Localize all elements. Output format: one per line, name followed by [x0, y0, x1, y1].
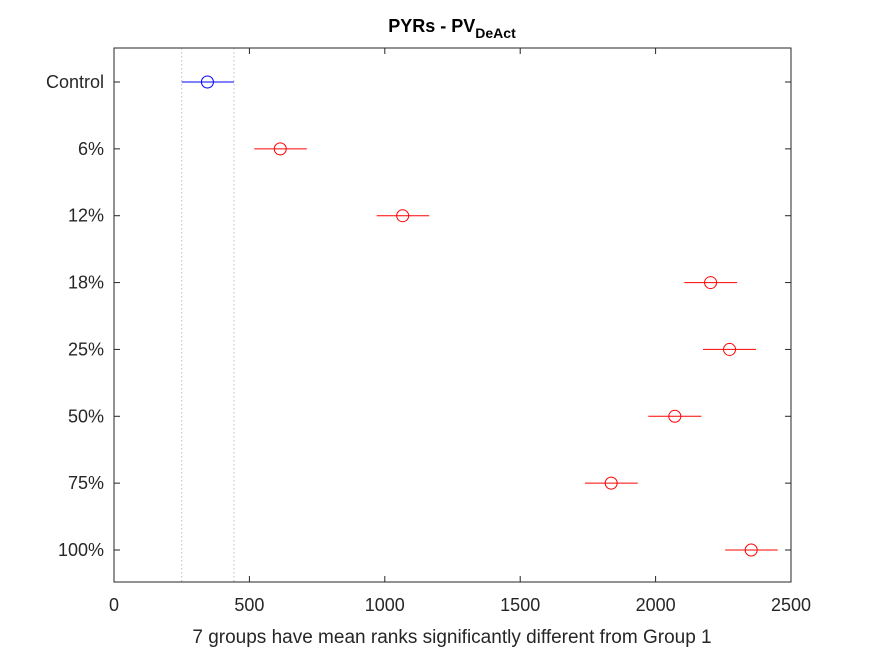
y-tick-label: 75%: [68, 473, 104, 493]
y-tick-label: 50%: [68, 406, 104, 426]
x-axis: 0 500 1000 1500 2000 2500: [109, 48, 811, 615]
x-tick-label: 500: [234, 595, 264, 615]
x-tick-label: 2500: [771, 595, 811, 615]
mean-marker: [396, 209, 410, 223]
mean-marker: [200, 75, 214, 89]
mean-marker: [704, 276, 718, 290]
chart-title-subscript: DeAct: [475, 25, 516, 41]
y-axis: Control 6% 12% 18% 25% 50% 75% 100%: [46, 72, 791, 560]
data-markers: [181, 75, 778, 557]
y-tick-label: 6%: [78, 139, 104, 159]
chart-title-main: PYRs - PV: [388, 16, 475, 36]
x-tick-label: 2000: [636, 595, 676, 615]
y-tick-label: 25%: [68, 339, 104, 359]
y-tick-label: 18%: [68, 273, 104, 293]
x-tick-label: 0: [109, 595, 119, 615]
y-tick-label: 100%: [58, 540, 104, 560]
x-tick-label: 1000: [365, 595, 405, 615]
x-tick-label: 1500: [500, 595, 540, 615]
mean-marker: [273, 142, 287, 156]
y-tick-label: Control: [46, 72, 104, 92]
y-tick-label: 12%: [68, 206, 104, 226]
chart-title: PYRs - PVDeAct: [388, 16, 516, 41]
mean-marker: [604, 476, 618, 490]
mean-marker: [744, 543, 758, 557]
plot-frame: [113, 47, 792, 583]
x-axis-label: 7 groups have mean ranks significantly d…: [192, 627, 711, 648]
mean-marker: [668, 409, 682, 423]
plot-background: [114, 48, 791, 582]
mean-marker: [723, 342, 737, 356]
reference-lines: [181, 48, 235, 582]
